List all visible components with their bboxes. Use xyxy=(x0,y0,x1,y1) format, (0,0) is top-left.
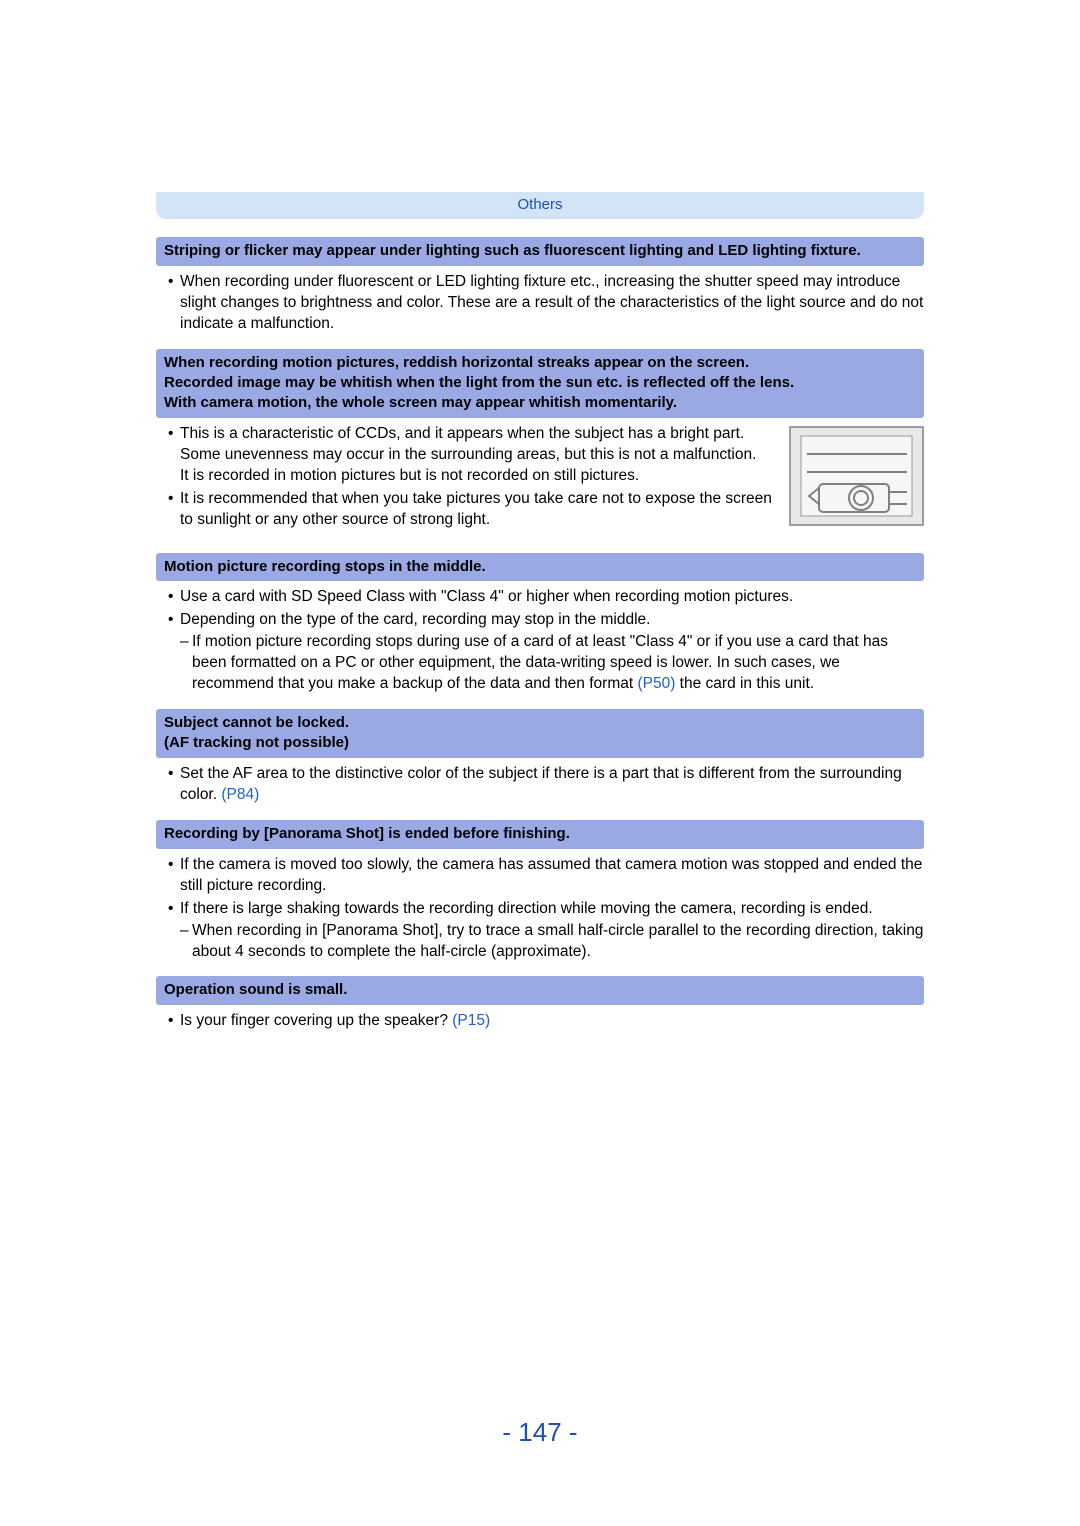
answer-block-1: When recording under fluorescent or LED … xyxy=(156,272,924,335)
question-bar-2: When recording motion pictures, reddish … xyxy=(156,349,924,419)
bullet-text: Set the AF area to the distinctive color… xyxy=(180,765,902,803)
bullet-item: It is recommended that when you take pic… xyxy=(170,489,924,531)
question-bar-1: Striping or flicker may appear under lig… xyxy=(156,237,924,266)
question-bar-5: Recording by [Panorama Shot] is ended be… xyxy=(156,820,924,849)
bullet-item: Depending on the type of the card, recor… xyxy=(170,610,924,695)
chapter-header: Others xyxy=(156,192,924,219)
bullet-text: Depending on the type of the card, recor… xyxy=(180,611,650,628)
bullet-continuation: It is recorded in motion pictures but is… xyxy=(180,467,639,484)
page-ref-link[interactable]: (P15) xyxy=(452,1012,490,1029)
answer-block-2: This is a characteristic of CCDs, and it… xyxy=(156,424,924,531)
bullet-text: This is a characteristic of CCDs, and it… xyxy=(180,425,756,463)
answer-block-6: Is your finger covering up the speaker? … xyxy=(156,1011,924,1032)
sub-item: If motion picture recording stops during… xyxy=(180,632,924,695)
bullet-item: If the camera is moved too slowly, the c… xyxy=(170,855,924,897)
page-number: - 147 - xyxy=(0,1415,1080,1450)
answer-block-3: Use a card with SD Speed Class with "Cla… xyxy=(156,587,924,695)
bullet-item: Is your finger covering up the speaker? … xyxy=(170,1011,924,1032)
bullet-item: Set the AF area to the distinctive color… xyxy=(170,764,924,806)
sub-text-after: the card in this unit. xyxy=(675,675,814,692)
answer-block-5: If the camera is moved too slowly, the c… xyxy=(156,855,924,963)
page-ref-link[interactable]: (P50) xyxy=(637,675,675,692)
question-bar-6: Operation sound is small. xyxy=(156,976,924,1005)
bullet-item: Use a card with SD Speed Class with "Cla… xyxy=(170,587,924,608)
bullet-item: This is a characteristic of CCDs, and it… xyxy=(170,424,924,487)
question-bar-4: Subject cannot be locked. (AF tracking n… xyxy=(156,709,924,759)
question-bar-3: Motion picture recording stops in the mi… xyxy=(156,553,924,582)
page-ref-link[interactable]: (P84) xyxy=(221,786,259,803)
bullet-item: If there is large shaking towards the re… xyxy=(170,899,924,963)
sub-item: When recording in [Panorama Shot], try t… xyxy=(180,921,924,963)
bullet-text: If there is large shaking towards the re… xyxy=(180,900,873,917)
answer-block-4: Set the AF area to the distinctive color… xyxy=(156,764,924,806)
sub-text: When recording in [Panorama Shot], try t… xyxy=(192,922,923,960)
bullet-text: Is your finger covering up the speaker? xyxy=(180,1012,452,1029)
bullet-item: When recording under fluorescent or LED … xyxy=(170,272,924,335)
manual-page: Others Striping or flicker may appear un… xyxy=(0,0,1080,1526)
